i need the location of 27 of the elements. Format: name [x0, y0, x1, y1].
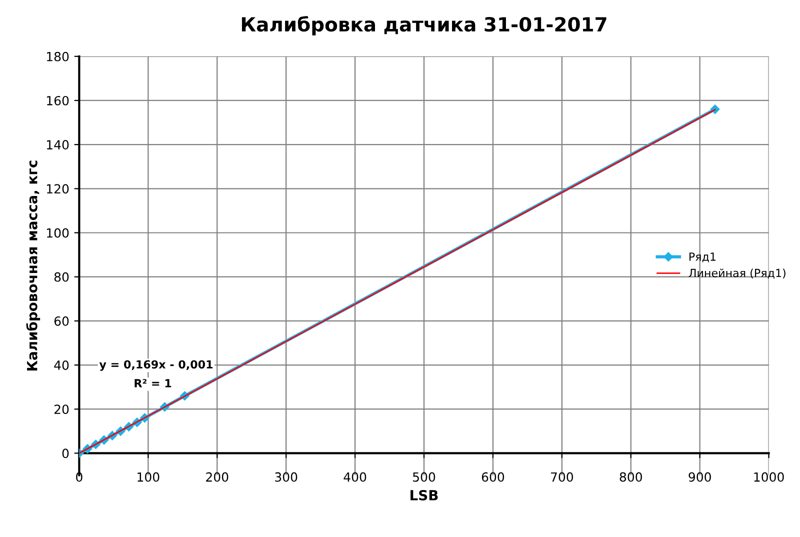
- y-tick-label: 140: [46, 140, 69, 150]
- x-tick-label: 1000: [754, 472, 784, 482]
- x-tick-label: 500: [413, 472, 436, 482]
- x-axis-title: LSB: [410, 490, 438, 500]
- x-tick-label: 200: [206, 472, 228, 482]
- y-axis-title: Калибровочная масса, кгс: [26, 160, 40, 371]
- x-tick-label: 100: [138, 472, 160, 482]
- x-tick-label: 300: [275, 472, 298, 482]
- annotation: R² = 1: [134, 379, 172, 388]
- x-tick-label: 800: [620, 472, 642, 482]
- y-tick-label: 120: [46, 184, 69, 194]
- x-tick-label: 900: [688, 472, 711, 482]
- chart-title: Калибровка датчика 31-01-2017: [242, 16, 606, 36]
- y-tick-label: 160: [46, 96, 69, 106]
- y-tick-label: 0: [62, 448, 69, 458]
- legend-label: Ряд1: [689, 252, 716, 262]
- y-tick-label: 80: [54, 272, 69, 282]
- y-tick-label: 180: [46, 52, 69, 62]
- y-tick-label: 100: [46, 228, 69, 238]
- x-tick-label: 600: [482, 472, 504, 482]
- x-tick-label: 700: [551, 472, 574, 482]
- y-tick-label: 60: [54, 316, 69, 326]
- y-tick-label: 20: [54, 404, 69, 414]
- annotation: y = 0,169x - 0,001: [99, 360, 213, 371]
- legend-label: Линейная (Ряд1): [688, 268, 786, 279]
- y-tick-label: 40: [54, 360, 69, 370]
- x-tick-label: 400: [344, 472, 366, 482]
